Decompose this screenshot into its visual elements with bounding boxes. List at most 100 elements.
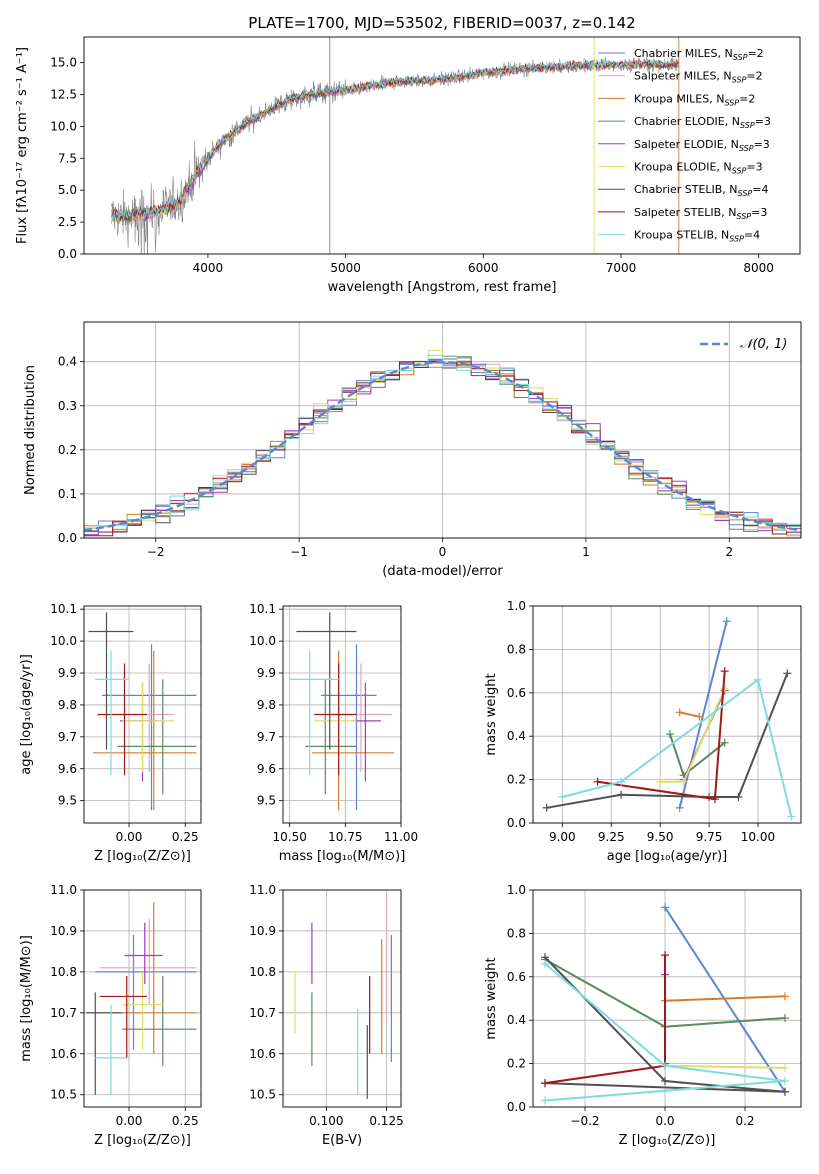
y-tick-label: 0.2 bbox=[507, 773, 526, 787]
y-tick-label: 10.5 bbox=[249, 1088, 276, 1102]
x-tick-label: 0.125 bbox=[369, 1114, 403, 1128]
x-tick-label: 0.25 bbox=[172, 830, 199, 844]
weight-marker-kroupa_elodie bbox=[720, 684, 729, 693]
y-tick-label: 0.4 bbox=[507, 729, 526, 743]
x-axis-label: (data-model)/error bbox=[382, 564, 503, 579]
plot-area bbox=[541, 903, 789, 1105]
weight-marker-kroupa_stelib bbox=[617, 777, 626, 786]
y-tick-label: 9.6 bbox=[58, 762, 77, 776]
y-tick-label: 0.6 bbox=[507, 686, 526, 700]
weight-marker-chabrier_miles bbox=[722, 617, 731, 626]
y-tick-label: 9.6 bbox=[257, 762, 276, 776]
y-tick-label: 10.1 bbox=[50, 602, 77, 616]
y-axis-label: Normed distribution bbox=[23, 365, 38, 495]
weight-line-kroupa_miles bbox=[664, 995, 786, 1002]
y-tick-label: 0.3 bbox=[58, 399, 77, 413]
x-tick-label: 9.75 bbox=[696, 830, 723, 844]
weight-marker-chabrier_stelib bbox=[734, 792, 743, 801]
x-tick-label: 0.00 bbox=[116, 830, 143, 844]
weight-marker-salpeter_stelib bbox=[710, 795, 719, 804]
weight-marker-chabrier_elodie bbox=[720, 738, 729, 747]
x-axis-label: Z [log₁₀(Z/Z⊙)] bbox=[619, 1133, 716, 1148]
y-tick-label: 0.2 bbox=[58, 443, 77, 457]
y-tick-label: 10.9 bbox=[50, 924, 77, 938]
y-tick-label: 0.0 bbox=[507, 816, 526, 830]
y-tick-label: 9.5 bbox=[58, 794, 77, 808]
x-tick-label: 1 bbox=[582, 545, 590, 559]
weight-marker-chabrier_elodie bbox=[665, 730, 674, 739]
weight-marker-chabrier_stelib bbox=[617, 790, 626, 799]
plot-area bbox=[289, 612, 395, 811]
axes-frame bbox=[532, 605, 802, 824]
panel-age_vs_z: 0.00 0.25 9.5 9.6 9.7 9.8 9.9 10.0 10.1 Z [log₁₀(… bbox=[19, 602, 202, 864]
errorbar-salpeter_stelib bbox=[97, 663, 147, 776]
weight-line-kroupa_stelib bbox=[562, 678, 793, 817]
errorbar-kroupa_elodie bbox=[122, 971, 163, 1050]
panel-residuals: −2 −1 0 1 2 0.0 0.1 0.2 0.3 0.4 (data-model)/error… bbox=[23, 321, 802, 579]
weight-marker-chabrier_miles bbox=[675, 803, 684, 812]
x-axis-label: Z [log₁₀(Z/Z⊙)] bbox=[94, 1133, 191, 1148]
plot-area bbox=[86, 902, 197, 1095]
y-tick-label: 10.8 bbox=[249, 965, 276, 979]
y-tick-label: 9.9 bbox=[257, 666, 276, 680]
spectrum-model-salpeter_stelib bbox=[111, 58, 679, 221]
x-tick-label: 11.00 bbox=[384, 830, 418, 844]
weight-marker-chabrier_stelib bbox=[661, 1076, 669, 1085]
weight-marker-kroupa_elodie bbox=[656, 777, 665, 786]
x-axis-label: wavelength [Angstrom, rest frame] bbox=[328, 280, 557, 295]
panel-age_vs_mass: 10.50 10.75 11.00 9.5 9.6 9.7 9.8 9.9 10.0 10.1 ma… bbox=[249, 602, 418, 864]
x-tick-label: 0.100 bbox=[309, 1114, 343, 1128]
weight-marker-chabrier_stelib bbox=[781, 1087, 789, 1096]
y-tick-label: 10.8 bbox=[50, 965, 77, 979]
x-axis-label: age [log₁₀(age/yr)] bbox=[607, 849, 728, 864]
x-tick-label: 10.50 bbox=[272, 830, 306, 844]
weight-marker-kroupa_elodie bbox=[679, 777, 688, 786]
x-tick-label: 0.00 bbox=[116, 1114, 143, 1128]
y-axis-label: mass [log₁₀(M/M⊙)] bbox=[19, 935, 34, 1062]
y-axis-label: Flux [fλ10⁻¹⁷ erg cm⁻² s⁻¹ A⁻¹] bbox=[15, 47, 30, 244]
x-tick-label: 0.0 bbox=[655, 1114, 674, 1128]
errorbar-chabrier_stelib bbox=[88, 612, 134, 750]
errorbar-chabrier_elodie bbox=[305, 679, 357, 795]
y-tick-label: 0.4 bbox=[58, 355, 77, 369]
errorbar-salpeter_elodie bbox=[124, 922, 163, 985]
y-tick-label: 9.8 bbox=[257, 698, 276, 712]
x-axis-label: mass [log₁₀(M/M⊙)] bbox=[279, 849, 406, 864]
weight-line-chabrier_miles bbox=[664, 906, 786, 1093]
y-tick-label: 0.8 bbox=[507, 926, 526, 940]
weight-marker-kroupa_stelib bbox=[541, 959, 549, 968]
errorbar-chabrier_miles bbox=[95, 935, 197, 1050]
weight-marker-salpeter_stelib bbox=[720, 667, 729, 676]
x-tick-label: −1 bbox=[290, 545, 308, 559]
residuals-legend: 𝒩(0, 1) bbox=[700, 337, 787, 352]
plot-area bbox=[111, 37, 680, 254]
y-tick-label: 7.5 bbox=[58, 151, 77, 165]
axes-frame bbox=[532, 889, 802, 1108]
y-tick-label: 9.8 bbox=[58, 698, 77, 712]
weight-marker-chabrier_miles bbox=[661, 903, 669, 912]
legend-label: Salpeter STELIB, NSSP=3 bbox=[634, 206, 767, 221]
y-tick-label: 10.7 bbox=[50, 1006, 77, 1020]
y-tick-label: 0.0 bbox=[58, 531, 77, 545]
x-tick-label: 0.2 bbox=[735, 1114, 754, 1128]
weight-marker-salpeter_stelib bbox=[661, 951, 669, 960]
weight-marker-salpeter_stelib bbox=[593, 777, 602, 786]
plot-area bbox=[84, 350, 801, 537]
weight-marker-kroupa_stelib bbox=[781, 1076, 789, 1085]
weight-line-chabrier_miles bbox=[678, 620, 728, 809]
y-tick-label: 9.7 bbox=[58, 730, 77, 744]
y-tick-label: 10.1 bbox=[249, 602, 276, 616]
x-tick-label: 7000 bbox=[606, 261, 637, 275]
weight-marker-kroupa_stelib bbox=[753, 675, 762, 684]
errorbar-salpeter_elodie bbox=[352, 682, 381, 782]
y-tick-label: 15.0 bbox=[50, 56, 77, 70]
legend-label: Chabrier ELODIE, NSSP=3 bbox=[634, 115, 771, 130]
y-tick-label: 1.0 bbox=[507, 883, 526, 897]
plot-area bbox=[542, 617, 796, 821]
legend-label-normal: 𝒩(0, 1) bbox=[740, 337, 787, 352]
weight-marker-kroupa_stelib bbox=[661, 1061, 669, 1070]
y-axis-label: age [log₁₀(age/yr)] bbox=[19, 654, 34, 775]
y-tick-label: 5.0 bbox=[58, 183, 77, 197]
panel-mass_vs_ebv: 0.100 0.125 10.5 10.6 10.7 10.8 10.9 11.0 E(B-V) bbox=[249, 883, 403, 1148]
